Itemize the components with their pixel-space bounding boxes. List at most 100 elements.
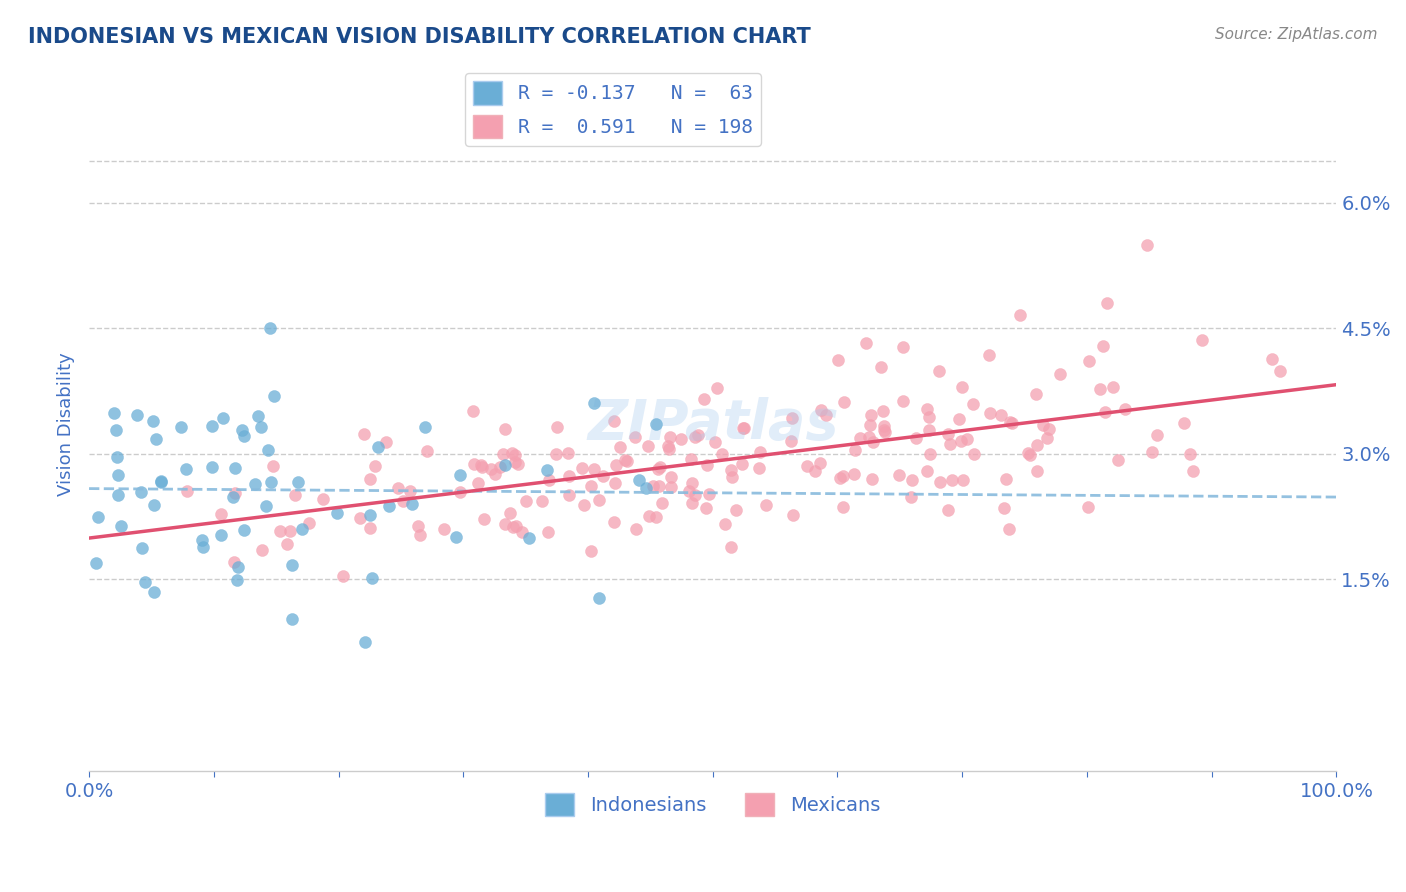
Point	[659, 470, 682, 484]
Point	[125, 408, 148, 422]
Point	[637, 439, 659, 453]
Point	[858, 429, 880, 443]
Point	[671, 432, 693, 446]
Point	[359, 508, 381, 522]
Point	[831, 469, 853, 483]
Point	[941, 473, 963, 487]
Point	[628, 473, 651, 487]
Point	[433, 523, 456, 537]
Point	[231, 423, 253, 437]
Point	[470, 458, 492, 472]
Point	[467, 476, 489, 491]
Point	[176, 483, 198, 498]
Point	[891, 340, 914, 354]
Point	[1107, 453, 1129, 467]
Point	[685, 488, 707, 502]
Point	[1010, 308, 1032, 322]
Point	[870, 360, 893, 375]
Point	[609, 441, 631, 455]
Point	[1001, 416, 1024, 430]
Point	[232, 523, 254, 537]
Point	[616, 453, 638, 467]
Point	[284, 488, 307, 502]
Point	[515, 494, 537, 508]
Point	[936, 503, 959, 517]
Point	[143, 584, 166, 599]
Point	[918, 447, 941, 461]
Point	[503, 448, 526, 462]
Point	[484, 467, 506, 481]
Point	[695, 501, 717, 516]
Point	[872, 404, 894, 418]
Text: Source: ZipAtlas.com: Source: ZipAtlas.com	[1215, 27, 1378, 42]
Point	[592, 469, 614, 483]
Point	[1146, 428, 1168, 442]
Point	[658, 442, 681, 457]
Point	[353, 427, 375, 442]
Point	[392, 494, 415, 508]
Point	[731, 458, 754, 472]
Point	[643, 479, 665, 493]
Point	[222, 491, 245, 505]
Point	[149, 474, 172, 488]
Point	[624, 522, 647, 536]
Point	[915, 464, 938, 478]
Point	[354, 635, 377, 649]
Point	[224, 486, 246, 500]
Point	[107, 488, 129, 502]
Point	[720, 463, 742, 477]
Point	[332, 569, 354, 583]
Point	[939, 436, 962, 450]
Point	[1077, 354, 1099, 368]
Point	[804, 464, 827, 478]
Point	[827, 353, 849, 368]
Text: ZIPatlas: ZIPatlas	[586, 398, 838, 451]
Point	[614, 453, 637, 467]
Point	[779, 434, 801, 449]
Point	[461, 404, 484, 418]
Point	[901, 474, 924, 488]
Point	[209, 528, 232, 542]
Point	[444, 530, 467, 544]
Point	[84, 556, 107, 570]
Point	[257, 442, 280, 457]
Point	[904, 431, 927, 445]
Point	[928, 475, 950, 490]
Point	[191, 541, 214, 555]
Point	[1018, 448, 1040, 462]
Point	[110, 519, 132, 533]
Point	[648, 459, 671, 474]
Point	[993, 500, 1015, 515]
Point	[891, 393, 914, 408]
Point	[780, 411, 803, 425]
Point	[686, 428, 709, 442]
Point	[517, 531, 540, 545]
Point	[1191, 333, 1213, 347]
Point	[191, 533, 214, 547]
Point	[1094, 405, 1116, 419]
Point	[979, 406, 1001, 420]
Point	[134, 575, 156, 590]
Point	[748, 461, 770, 475]
Point	[449, 484, 471, 499]
Point	[544, 448, 567, 462]
Point	[685, 430, 707, 444]
Point	[546, 419, 568, 434]
Point	[749, 445, 772, 459]
Point	[860, 408, 883, 422]
Point	[503, 455, 526, 469]
Point	[1025, 386, 1047, 401]
Point	[501, 446, 523, 460]
Point	[1077, 500, 1099, 514]
Point	[873, 423, 896, 437]
Point	[557, 468, 579, 483]
Point	[378, 499, 401, 513]
Point	[588, 591, 610, 605]
Point	[359, 521, 381, 535]
Point	[209, 508, 232, 522]
Point	[583, 461, 606, 475]
Point	[693, 392, 716, 406]
Point	[280, 558, 302, 573]
Point	[413, 420, 436, 434]
Point	[948, 412, 970, 426]
